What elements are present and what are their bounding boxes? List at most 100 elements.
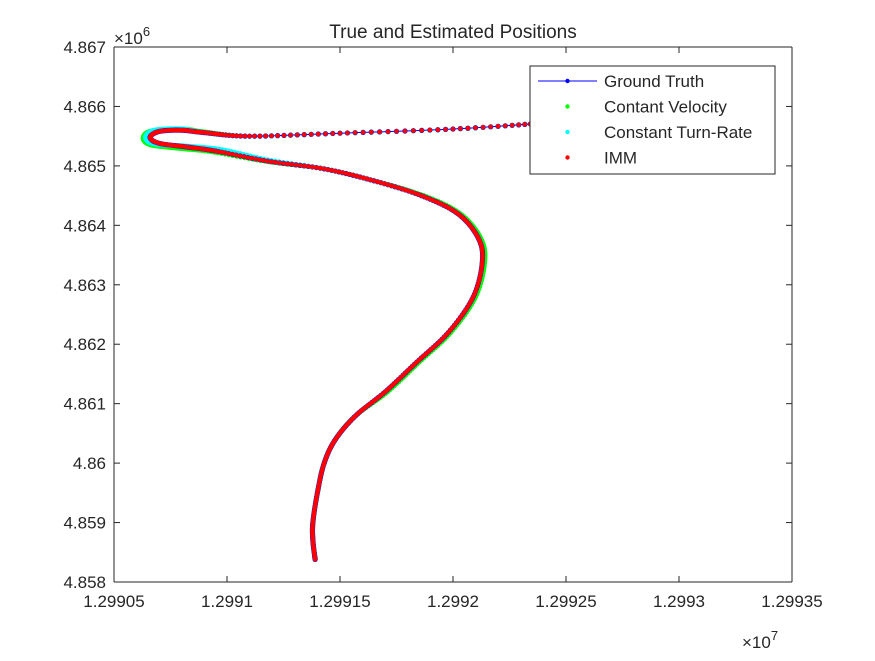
data-point-imm <box>252 133 257 139</box>
y-tick-label: 4.858 <box>63 573 106 592</box>
data-point-imm <box>378 180 384 185</box>
data-point-imm <box>233 152 239 158</box>
y-tick-label: 4.86 <box>73 454 106 473</box>
data-point-imm <box>488 124 493 130</box>
data-point-imm <box>480 124 486 130</box>
data-point-imm <box>247 133 252 139</box>
data-point-imm <box>345 130 350 136</box>
legend-marker-contant-velocity <box>565 104 570 109</box>
data-point-imm <box>364 176 370 182</box>
data-point-imm <box>310 164 315 170</box>
legend-label-imm: IMM <box>604 149 637 168</box>
x-tick-label: 1.2992 <box>427 592 479 611</box>
legend-marker-imm <box>565 155 570 160</box>
data-point-imm <box>237 153 243 159</box>
data-point-imm <box>357 174 363 180</box>
data-point-imm <box>297 163 303 168</box>
data-point-imm <box>394 129 399 134</box>
data-point-imm <box>289 162 295 167</box>
data-point-imm <box>314 165 319 170</box>
data-point-imm <box>399 186 405 192</box>
data-point-imm <box>302 163 307 169</box>
y-exponent-power: 6 <box>143 24 150 39</box>
data-point-imm <box>288 132 293 138</box>
data-point-imm <box>458 126 463 131</box>
data-point-imm <box>238 133 243 139</box>
y-tick-label: 4.859 <box>63 514 106 533</box>
data-point-imm <box>340 170 345 175</box>
data-point-imm <box>435 127 441 133</box>
data-point-imm <box>230 133 236 138</box>
data-point-imm <box>257 133 263 139</box>
data-point-imm <box>285 161 291 167</box>
data-point-imm <box>281 161 286 166</box>
data-point-imm <box>275 133 280 138</box>
data-point-imm <box>318 165 323 171</box>
data-series-group <box>140 120 547 563</box>
data-point-imm <box>375 179 380 185</box>
data-point-imm <box>269 133 274 139</box>
data-point-imm <box>516 122 522 128</box>
data-point-imm <box>352 130 358 135</box>
data-point-imm <box>329 168 334 173</box>
x-exponent-power: 7 <box>771 628 778 643</box>
data-point-imm <box>396 185 401 191</box>
legend-marker-constant-turn-rate <box>565 129 570 135</box>
data-point-imm <box>450 126 456 132</box>
data-point-imm <box>361 175 366 181</box>
series-imm <box>147 120 546 562</box>
data-point-imm <box>223 132 229 138</box>
legend-marker-ground-truth <box>565 78 570 84</box>
y-tick-label: 4.867 <box>63 38 106 57</box>
data-point-imm <box>354 173 359 179</box>
data-point-imm <box>308 132 314 137</box>
x-tick-label: 1.29925 <box>535 592 596 611</box>
y-tick-label: 4.862 <box>63 335 106 354</box>
data-point-imm <box>473 125 478 131</box>
data-point-imm <box>337 130 343 136</box>
data-point-imm <box>263 133 268 139</box>
data-point-imm <box>230 152 235 157</box>
data-point-imm <box>273 160 278 165</box>
data-point-imm <box>325 167 331 172</box>
legend-box <box>529 65 776 175</box>
data-point-imm <box>336 169 342 175</box>
data-point-imm <box>281 133 287 138</box>
data-point-imm <box>265 158 270 164</box>
data-point-imm <box>257 157 263 163</box>
data-point-imm <box>402 128 408 134</box>
data-point-imm <box>369 129 374 135</box>
data-point-imm <box>261 158 267 163</box>
data-point-imm <box>443 127 448 132</box>
data-point-imm <box>333 168 338 174</box>
legend-label-ground-truth: Ground Truth <box>604 72 704 91</box>
y-tick-label: 4.864 <box>63 216 106 235</box>
data-point-imm <box>306 164 311 169</box>
x-exponent-label: ×107 <box>742 628 778 652</box>
x-tick-label: 1.29935 <box>761 592 822 611</box>
data-point-imm <box>321 166 327 172</box>
data-point-imm <box>360 130 366 135</box>
y-tick-label: 4.866 <box>63 97 106 116</box>
data-point-imm <box>245 155 251 160</box>
y-exponent-label: ×106 <box>114 24 150 48</box>
legend: Ground Truth Contant Velocity Constant Tur… <box>529 65 776 175</box>
data-point-imm <box>509 123 515 128</box>
data-point-imm <box>301 132 307 137</box>
data-point-imm <box>411 128 416 133</box>
data-point-imm <box>465 125 471 131</box>
data-point-imm <box>377 129 382 135</box>
chart-title: True and Estimated Positions <box>329 22 576 43</box>
data-point-imm <box>330 131 336 136</box>
data-point-imm <box>371 178 377 184</box>
data-point-imm <box>385 182 391 187</box>
data-point-imm <box>495 124 501 129</box>
x-tick-label: 1.2993 <box>653 592 705 611</box>
x-tick-label: 1.29905 <box>83 592 144 611</box>
data-point-imm <box>249 155 255 161</box>
data-point-imm <box>427 127 433 133</box>
data-point-imm <box>350 172 356 178</box>
y-tick-label: 4.861 <box>63 395 106 414</box>
